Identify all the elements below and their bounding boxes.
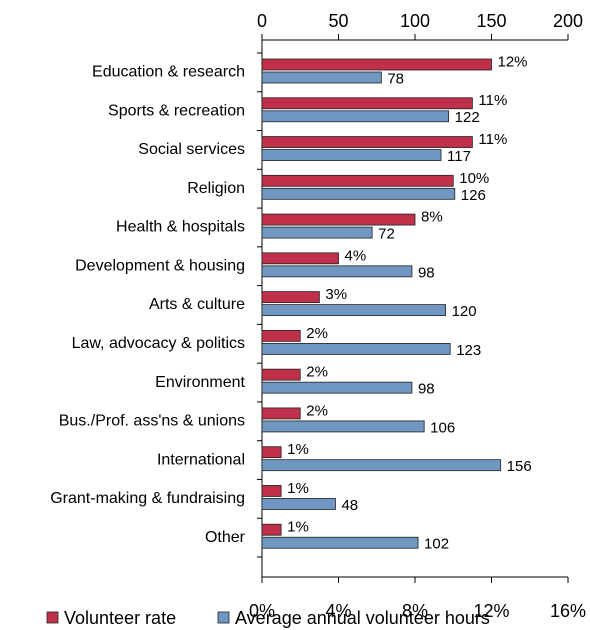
bar <box>261 368 301 381</box>
value-label: 10% <box>459 170 489 187</box>
x2-tick-label: 200 <box>553 11 583 31</box>
legend-swatch <box>217 611 230 624</box>
value-label: 126 <box>461 187 486 204</box>
bar <box>261 523 282 536</box>
value-label: 48 <box>341 497 358 514</box>
bar <box>261 71 382 84</box>
bar <box>261 446 282 459</box>
bar <box>261 97 473 110</box>
value-label: 12% <box>498 53 528 70</box>
value-label: 72 <box>378 226 395 243</box>
category-label: Other <box>205 529 246 546</box>
value-label: 8% <box>421 209 443 226</box>
bar <box>261 381 413 394</box>
value-label: 2% <box>306 364 328 381</box>
bar <box>261 342 451 355</box>
value-label: 98 <box>418 264 435 281</box>
category-label: Education & research <box>92 64 245 81</box>
value-label: 123 <box>456 342 481 359</box>
value-label: 117 <box>447 148 471 165</box>
category-label: Bus./Prof. ass'ns & unions <box>59 413 245 430</box>
value-label: 122 <box>455 109 480 126</box>
category-label: Grant-making & fundraising <box>50 490 245 507</box>
value-label: 11% <box>478 131 507 148</box>
value-label: 2% <box>306 325 328 342</box>
x2-tick-label: 150 <box>476 11 506 31</box>
bar <box>261 485 282 497</box>
bar <box>261 213 416 226</box>
value-label: 4% <box>345 247 367 264</box>
value-label: 2% <box>306 402 328 419</box>
x2-tick-label: 0 <box>257 11 267 31</box>
category-label: Environment <box>155 374 245 391</box>
bar <box>261 174 454 187</box>
bar <box>261 252 339 265</box>
category-label: International <box>157 451 245 468</box>
bar <box>261 136 473 148</box>
bar <box>261 58 492 71</box>
value-label: 11% <box>478 92 507 109</box>
value-label: 98 <box>418 381 435 398</box>
bar <box>261 329 301 342</box>
bar <box>261 536 419 549</box>
bar <box>261 407 301 420</box>
x-tick-label: 0% <box>249 601 275 621</box>
value-label: 106 <box>430 419 455 436</box>
value-label: 3% <box>325 286 347 303</box>
category-label: Religion <box>187 180 245 197</box>
category-label: Health & hospitals <box>116 219 245 236</box>
category-label: Law, advocacy & politics <box>72 335 245 352</box>
x-tick-label: 12% <box>473 601 509 621</box>
x2-tick-label: 50 <box>328 11 348 31</box>
value-label: 1% <box>287 441 309 458</box>
bar <box>261 498 336 510</box>
value-label: 156 <box>507 458 532 475</box>
bar <box>261 304 447 317</box>
category-label: Social services <box>138 141 245 158</box>
value-label: 1% <box>287 480 309 497</box>
value-label: 102 <box>424 536 449 553</box>
x-tick-label: 4% <box>325 601 351 621</box>
bar <box>261 110 450 123</box>
bar <box>261 265 413 278</box>
bar <box>261 459 502 472</box>
bar <box>261 291 320 304</box>
legend-label: Average annual volunteer hours <box>235 608 490 628</box>
bar <box>261 226 373 239</box>
category-label: Sports & recreation <box>108 102 245 119</box>
bar <box>261 187 456 200</box>
x2-tick-label: 100 <box>400 11 430 31</box>
bar <box>261 420 425 433</box>
value-label: 78 <box>387 70 404 87</box>
x-tick-label: 16% <box>550 601 586 621</box>
legend-swatch <box>46 611 59 624</box>
bar <box>261 149 442 161</box>
legend-label: Volunteer rate <box>64 608 176 628</box>
category-label: Arts & culture <box>149 296 245 313</box>
x-tick-label: 8% <box>402 601 428 621</box>
category-label: Development & housing <box>75 257 245 274</box>
value-label: 1% <box>287 519 309 536</box>
value-label: 120 <box>452 303 477 320</box>
